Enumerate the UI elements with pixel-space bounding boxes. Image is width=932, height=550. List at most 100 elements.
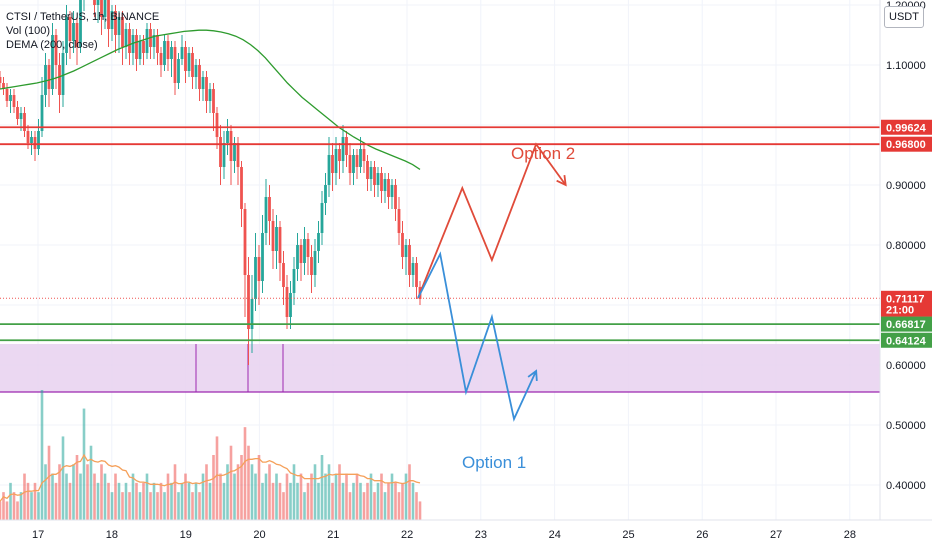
volume-bar bbox=[184, 473, 187, 520]
candle-body bbox=[264, 197, 268, 233]
volume-bar bbox=[110, 492, 114, 520]
candle bbox=[411, 257, 415, 287]
price-tag-label: 0.64124 bbox=[886, 335, 927, 347]
legend-symbol[interactable]: CTSI / TetherUS, 1h, BINANCE bbox=[6, 11, 160, 23]
candle-body bbox=[156, 35, 159, 53]
volume-bar bbox=[124, 482, 128, 520]
volume-bar bbox=[229, 445, 233, 520]
candle-body bbox=[320, 203, 324, 233]
volume-bar bbox=[100, 464, 103, 520]
candle bbox=[292, 257, 296, 305]
volume-bar bbox=[12, 492, 16, 520]
candle-body bbox=[401, 233, 404, 257]
legend-volume[interactable]: Vol (100) bbox=[6, 25, 51, 37]
candle-body bbox=[380, 173, 383, 191]
candle bbox=[408, 239, 411, 287]
candle bbox=[394, 179, 397, 221]
price-axis[interactable]: 1.200001.100000.900000.800000.500000.400… bbox=[879, 0, 932, 550]
volume-bar bbox=[383, 492, 387, 520]
price-tag: 0.99624 bbox=[881, 119, 932, 135]
candle-body bbox=[191, 53, 194, 77]
candle-body bbox=[226, 131, 229, 143]
volume-bar bbox=[82, 408, 86, 520]
candle-body bbox=[247, 275, 250, 329]
candle bbox=[68, 11, 72, 59]
volume-bar bbox=[212, 455, 215, 520]
candle bbox=[296, 233, 299, 281]
volume-bar bbox=[180, 482, 184, 520]
candle-body bbox=[376, 173, 380, 185]
volume-bar bbox=[250, 464, 254, 520]
volume-bar bbox=[61, 436, 65, 520]
candle-body bbox=[72, 23, 75, 41]
volume-bar bbox=[387, 482, 390, 520]
volume-bar bbox=[170, 482, 173, 520]
price-tag-label: 0.71117 bbox=[886, 293, 925, 305]
volume-bar bbox=[205, 464, 208, 520]
volume-bar bbox=[408, 464, 411, 520]
volume-bar bbox=[51, 473, 54, 520]
candle bbox=[47, 59, 51, 107]
volume-bar bbox=[257, 455, 261, 520]
candle-body bbox=[271, 221, 275, 251]
volume-bar bbox=[145, 473, 149, 520]
volume-bar bbox=[334, 473, 338, 520]
candle bbox=[219, 125, 222, 185]
volume-bar bbox=[23, 473, 26, 520]
candle-body bbox=[16, 107, 19, 119]
candle bbox=[0, 71, 2, 89]
volume-bar bbox=[103, 473, 107, 520]
candle-body bbox=[131, 35, 135, 53]
candle bbox=[313, 239, 317, 287]
candle-body bbox=[159, 53, 163, 65]
volume-bar bbox=[411, 482, 415, 520]
candle bbox=[33, 131, 37, 161]
candle bbox=[103, 0, 107, 29]
candle-body bbox=[93, 0, 96, 5]
volume-bar bbox=[313, 464, 317, 520]
candle bbox=[250, 275, 254, 353]
candle bbox=[345, 131, 348, 167]
volume-bar bbox=[359, 482, 362, 520]
candle-body bbox=[128, 29, 131, 53]
candle bbox=[376, 167, 380, 197]
candle bbox=[355, 149, 359, 179]
volume-bar bbox=[306, 482, 310, 520]
volume-bar bbox=[54, 482, 58, 520]
time-tick-label: 28 bbox=[844, 529, 856, 541]
volume-bar bbox=[418, 501, 422, 520]
volume-bar bbox=[292, 464, 296, 520]
candle bbox=[75, 17, 79, 65]
volume-bar bbox=[163, 492, 166, 520]
volume-bar bbox=[9, 482, 12, 520]
volume-bar bbox=[362, 492, 366, 520]
candle-body bbox=[275, 227, 278, 251]
price-tick-label-partial: 0.60000 bbox=[886, 360, 926, 372]
candle bbox=[257, 245, 261, 305]
volume-bar bbox=[404, 473, 408, 520]
candle bbox=[387, 173, 390, 209]
candle bbox=[289, 281, 292, 329]
volume-bar bbox=[324, 473, 327, 520]
candle bbox=[163, 35, 166, 71]
volume-bar bbox=[26, 482, 30, 520]
candle-body bbox=[254, 257, 257, 299]
candle bbox=[317, 221, 320, 263]
candle bbox=[30, 131, 33, 155]
volume-bar bbox=[243, 427, 247, 520]
candle bbox=[121, 11, 124, 65]
volume-bar bbox=[268, 464, 271, 520]
time-axis[interactable]: 17 18 19 20 21 22 23 24 25 26 27 28 bbox=[0, 519, 932, 550]
candle-body bbox=[0, 77, 2, 83]
candle bbox=[180, 35, 184, 65]
legend-dema[interactable]: DEMA (200, close) bbox=[6, 39, 98, 51]
volume-bar bbox=[177, 492, 180, 520]
volume-bar bbox=[397, 492, 401, 520]
candle-body bbox=[51, 35, 54, 89]
candle bbox=[320, 191, 324, 245]
currency-button[interactable]: USDT bbox=[884, 6, 924, 28]
volume-bar bbox=[327, 464, 331, 520]
candle bbox=[261, 215, 264, 293]
